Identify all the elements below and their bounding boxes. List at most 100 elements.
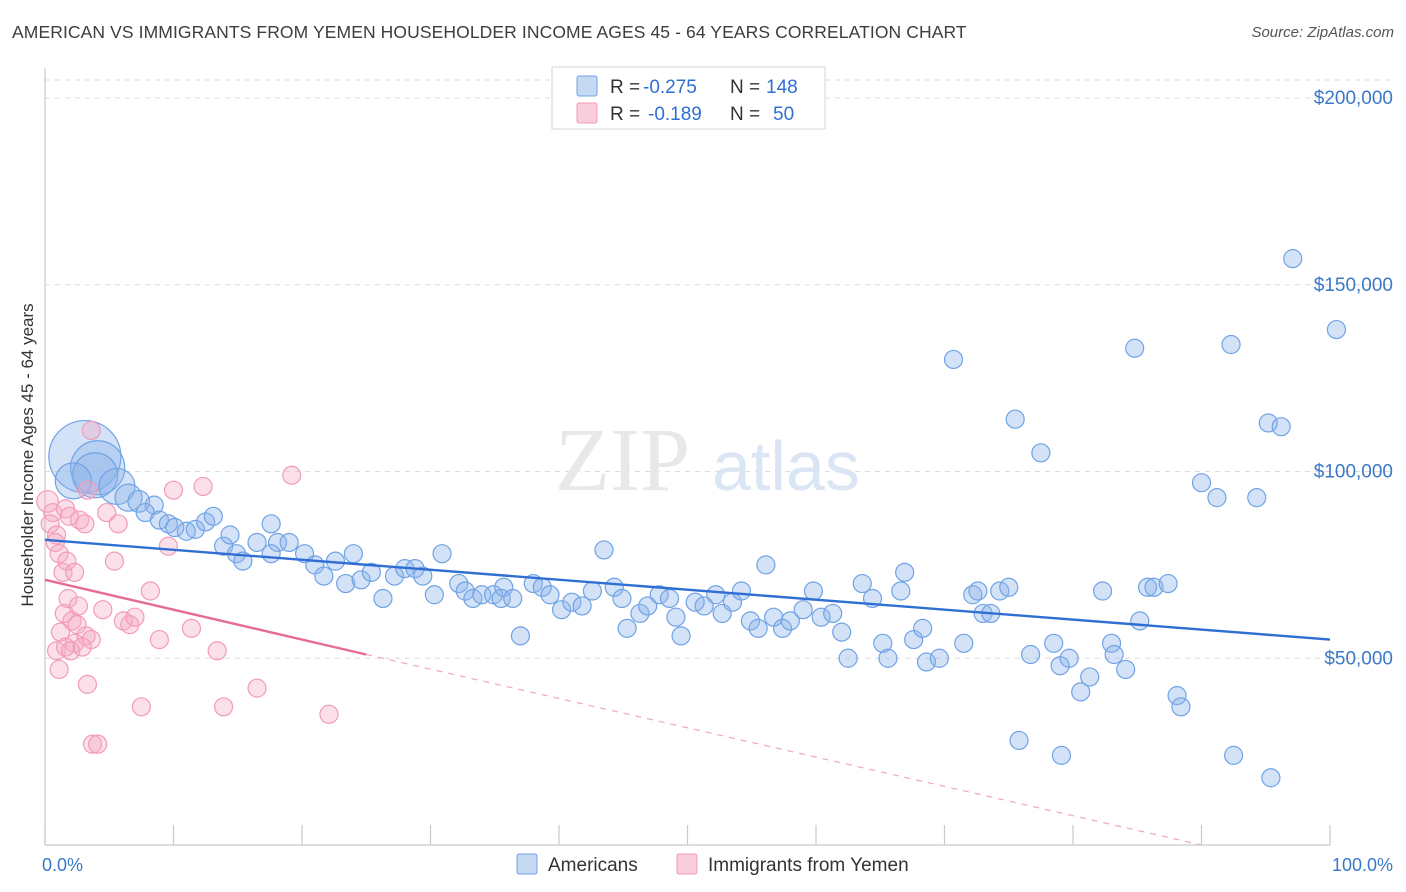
point-yemen <box>247 678 267 698</box>
point-americans <box>1191 473 1212 493</box>
stats-r-value-yemen: -0.189 <box>648 104 702 125</box>
point-americans <box>1116 659 1136 680</box>
watermark-zip: ZIP <box>555 411 690 510</box>
point-americans <box>1104 644 1124 665</box>
chart-legend: Americans Immigrants from Yemen <box>516 853 909 876</box>
point-yemen <box>72 637 92 657</box>
point-americans <box>671 626 691 646</box>
point-yemen <box>125 607 145 627</box>
point-yemen <box>57 551 77 571</box>
point-americans <box>630 603 650 624</box>
point-yemen <box>77 480 98 500</box>
point-americans <box>165 517 185 538</box>
trend-line-americans <box>44 538 1331 641</box>
point-americans <box>267 532 288 553</box>
point-americans <box>1158 573 1178 594</box>
x-tick-label-max: 100.0% <box>1332 855 1393 875</box>
point-yemen <box>53 562 73 582</box>
point-americans <box>1044 633 1064 653</box>
point-yemen <box>75 514 95 534</box>
point-yemen <box>82 734 103 754</box>
stats-r-label-yemen: R = <box>610 104 640 125</box>
point-americans <box>793 600 813 620</box>
point-americans <box>731 581 752 601</box>
point-americans <box>424 585 444 605</box>
point-americans <box>803 581 824 601</box>
point-americans <box>748 618 768 638</box>
y-tick-label: $150,000 <box>1314 275 1393 296</box>
point-americans <box>617 618 637 638</box>
point-yemen <box>88 734 108 754</box>
point-americans <box>780 611 800 631</box>
point-americans <box>838 648 858 668</box>
point-americans <box>1020 644 1041 665</box>
point-yemen <box>131 697 151 717</box>
point-americans <box>638 596 658 616</box>
point-americans <box>1167 685 1187 706</box>
point-yemen <box>77 674 98 694</box>
point-americans <box>503 588 523 609</box>
chart-title: AMERICAN VS IMMIGRANTS FROM YEMEN HOUSEH… <box>12 22 967 42</box>
point-americans <box>1326 319 1347 340</box>
point-americans <box>261 544 281 564</box>
point-americans <box>740 611 761 631</box>
point-americans <box>756 555 776 575</box>
point-yemen <box>55 637 76 657</box>
stats-n-label-yemen: N = <box>730 104 760 125</box>
point-yemen <box>104 551 124 571</box>
legend-swatch-americans <box>516 853 538 875</box>
point-americans <box>694 596 714 616</box>
point-americans <box>572 596 592 616</box>
point-yemen <box>76 626 96 646</box>
point-americans <box>1009 730 1029 751</box>
point-americans <box>594 540 614 560</box>
point-yemen <box>49 544 69 564</box>
stats-swatch-yemen <box>576 102 598 124</box>
point-americans <box>873 633 893 653</box>
point-americans <box>54 462 92 500</box>
point-americans <box>963 585 983 605</box>
trend-line-yemen <box>44 578 367 656</box>
point-americans <box>999 577 1019 597</box>
point-americans <box>1071 682 1091 702</box>
point-americans <box>472 585 492 605</box>
point-yemen <box>49 659 69 680</box>
axes <box>44 68 1331 846</box>
point-americans <box>1059 648 1079 668</box>
point-americans <box>540 585 560 605</box>
stats-n-value-yemen: 50 <box>773 104 794 125</box>
point-americans <box>510 626 531 646</box>
point-americans <box>1171 697 1191 717</box>
point-americans <box>1144 577 1164 597</box>
point-americans <box>811 607 831 627</box>
point-americans <box>1031 443 1051 463</box>
legend-label-americans: Americans <box>548 855 638 876</box>
point-yemen <box>319 704 339 724</box>
point-americans <box>891 581 911 601</box>
point-americans <box>772 618 793 638</box>
point-americans <box>1271 417 1291 437</box>
y-tick-label: $200,000 <box>1314 88 1393 109</box>
point-americans <box>203 506 223 526</box>
y-tick-labels: $50,000 $100,000 $150,000 $200,000 <box>1314 88 1393 669</box>
point-americans <box>449 573 469 594</box>
point-americans <box>185 519 205 539</box>
point-americans <box>706 585 726 605</box>
point-americans <box>649 585 669 605</box>
point-americans <box>1261 768 1281 788</box>
point-americans <box>343 544 363 564</box>
scatter-points <box>36 249 1347 788</box>
point-yemen <box>149 629 169 650</box>
point-americans <box>1247 488 1267 508</box>
legend-swatch-yemen <box>676 853 698 875</box>
trend-line-yemen-extension <box>366 653 1202 846</box>
point-americans <box>1125 338 1145 358</box>
watermark-atlas: atlas <box>712 427 860 505</box>
point-americans <box>1130 611 1150 631</box>
point-yemen <box>158 536 178 556</box>
point-americans <box>413 566 433 586</box>
point-americans <box>666 607 686 627</box>
point-americans <box>1137 577 1158 597</box>
y-tick-label: $100,000 <box>1314 462 1393 483</box>
point-americans <box>895 562 915 582</box>
